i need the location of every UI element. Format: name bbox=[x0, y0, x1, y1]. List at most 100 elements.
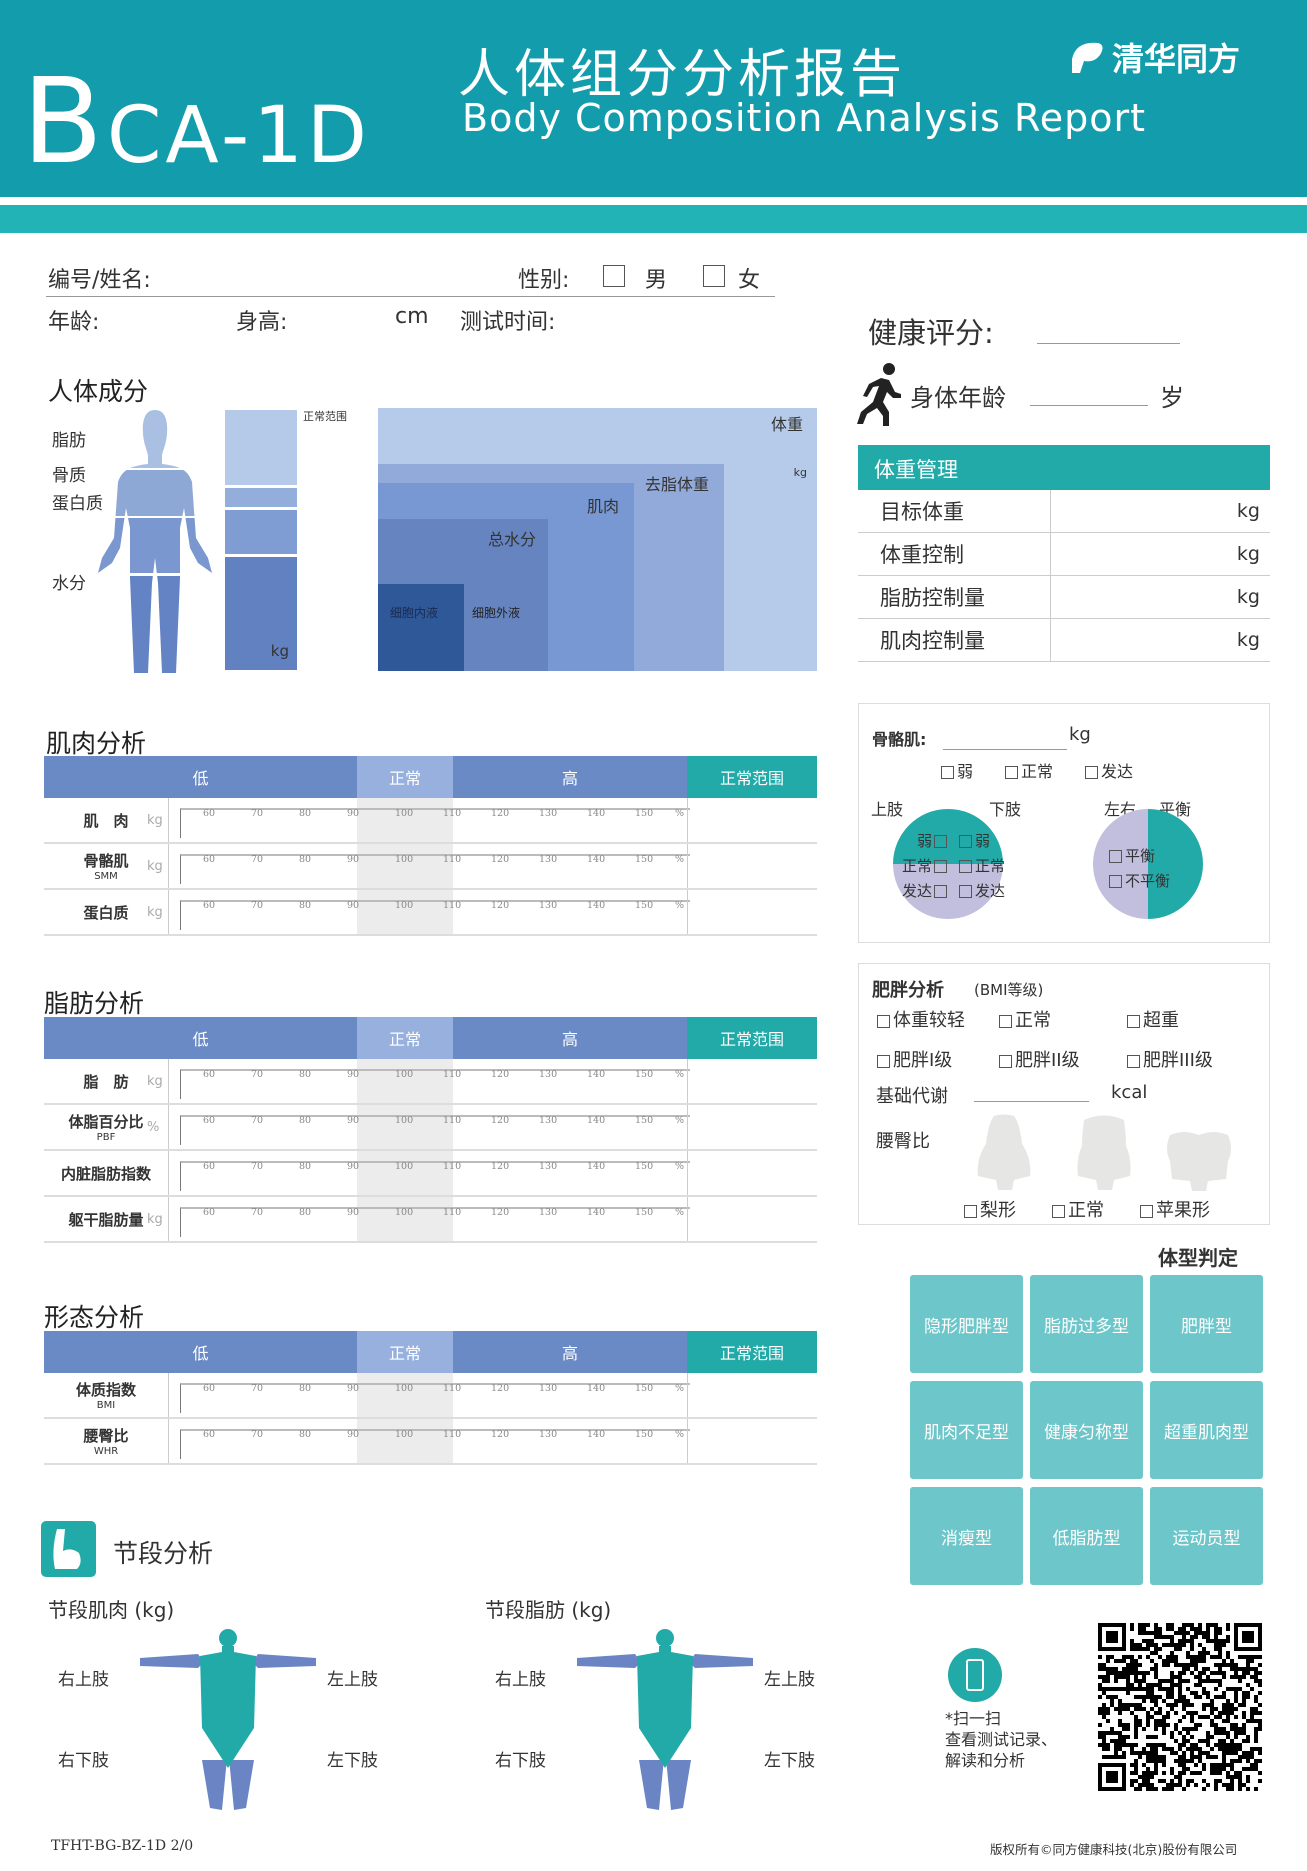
bmr-field[interactable] bbox=[974, 1101, 1089, 1102]
pear-option[interactable]: 梨形 bbox=[964, 1196, 1016, 1222]
scale-header-low: 低 bbox=[44, 1017, 357, 1059]
tick-label: 110 bbox=[443, 1069, 462, 1080]
normal-range-cell bbox=[687, 1197, 688, 1241]
bmi-option[interactable]: 超重 bbox=[1127, 1006, 1257, 1032]
nested-water-label: 总水分 bbox=[487, 530, 536, 549]
tick-label: 130 bbox=[539, 854, 558, 865]
normal-band bbox=[357, 798, 453, 842]
option-normal[interactable]: 正常 bbox=[1005, 758, 1053, 782]
table-row: 肌 肉 kg 60 70 80 90 100 110 120 130 140 150% bbox=[44, 798, 817, 844]
row-label: 体质指数 BMI bbox=[44, 1373, 169, 1417]
upper-weak[interactable]: 弱 bbox=[899, 829, 947, 854]
label-water: 水分 bbox=[52, 574, 86, 594]
brand-name: 清华同方 bbox=[1112, 40, 1241, 78]
option-weak[interactable]: 弱 bbox=[941, 758, 973, 782]
upper-normal[interactable]: 正常 bbox=[899, 854, 947, 879]
tick-label: 130 bbox=[539, 1383, 558, 1394]
weight-row-unit[interactable]: kg bbox=[1236, 586, 1260, 608]
body-type-cell[interactable]: 超重肌肉型 bbox=[1150, 1381, 1263, 1479]
balanced-option[interactable]: 平衡 bbox=[1109, 844, 1170, 869]
normal-band bbox=[357, 890, 453, 934]
body-type-cell[interactable]: 肌肉不足型 bbox=[910, 1381, 1023, 1479]
row-unit: kg bbox=[147, 905, 163, 920]
tick-label: 100 bbox=[395, 808, 414, 819]
segment-label-ll: 左下肢 bbox=[764, 1751, 815, 1771]
body-age-field[interactable] bbox=[1030, 405, 1148, 406]
tick-unit: % bbox=[675, 1069, 685, 1080]
tick-label: 70 bbox=[251, 1207, 264, 1218]
body-type-cell[interactable]: 低脂肪型 bbox=[1030, 1487, 1143, 1585]
body-type-cell[interactable]: 运动员型 bbox=[1150, 1487, 1263, 1585]
tick-label: 90 bbox=[347, 808, 360, 819]
obesity-subtitle: (BMI等级) bbox=[974, 981, 1044, 999]
tick-label: 70 bbox=[251, 900, 264, 911]
segment-label-ru: 右上肢 bbox=[58, 1670, 109, 1690]
body-type-cell[interactable]: 脂肪过多型 bbox=[1030, 1275, 1143, 1373]
arm-muscle-icon bbox=[41, 1521, 96, 1577]
scan-text: *扫一扫 查看测试记录、 解读和分析 bbox=[945, 1708, 1057, 1771]
body-type-cell[interactable]: 肥胖型 bbox=[1150, 1275, 1263, 1373]
bmi-option[interactable]: 肥胖III级 bbox=[1127, 1046, 1257, 1072]
nested-weight-label: 体重 bbox=[770, 415, 803, 434]
lower-strong[interactable]: 发达 bbox=[959, 879, 1005, 904]
tick-unit: % bbox=[675, 1383, 685, 1394]
bmr-unit: kcal bbox=[1111, 1082, 1148, 1103]
lower-normal[interactable]: 正常 bbox=[959, 854, 1005, 879]
apple-option[interactable]: 苹果形 bbox=[1140, 1196, 1210, 1222]
body-type-cell[interactable]: 消瘦型 bbox=[910, 1487, 1023, 1585]
tick-label: 130 bbox=[539, 1207, 558, 1218]
scale-header-normal: 正常 bbox=[357, 756, 453, 798]
height-label: 身高: bbox=[236, 310, 288, 335]
bmi-option[interactable]: 正常 bbox=[999, 1006, 1127, 1032]
female-checkbox[interactable] bbox=[703, 265, 725, 287]
tick-label: 140 bbox=[587, 1383, 606, 1394]
tick-label: 110 bbox=[443, 854, 462, 865]
tick-label: 150 bbox=[635, 808, 654, 819]
runner-icon bbox=[857, 363, 901, 426]
bmi-option-label: 体重较轻 bbox=[893, 1010, 965, 1031]
row-label-text: 骨骼肌 bbox=[83, 852, 129, 870]
weight-row-unit[interactable]: kg bbox=[1236, 500, 1260, 522]
nested-lean-mass: 去脂体重 肌肉 总水分 细胞外液 细胞内液 bbox=[378, 464, 724, 671]
tick-label: 140 bbox=[587, 1069, 606, 1080]
normal-range-cell bbox=[687, 1419, 688, 1463]
scan-line-1: *扫一扫 bbox=[945, 1709, 1002, 1728]
normal-shape-option[interactable]: 正常 bbox=[1052, 1196, 1104, 1222]
tick-unit: % bbox=[675, 1429, 685, 1440]
skeletal-field[interactable] bbox=[943, 749, 1067, 750]
tick-label: 110 bbox=[443, 1383, 462, 1394]
scale-axis: 60 70 80 90 100 110 120 130 140 150% bbox=[180, 1069, 690, 1099]
nested-weight-unit: kg bbox=[793, 466, 807, 479]
upper-limb-options: 弱 正常 发达 bbox=[899, 829, 947, 904]
male-checkbox[interactable] bbox=[603, 265, 625, 287]
row-label-sub: SMM bbox=[94, 871, 118, 882]
option-strong[interactable]: 发达 bbox=[1085, 758, 1133, 782]
scale-axis: 60 70 80 90 100 110 120 130 140 150% bbox=[180, 1383, 690, 1413]
weight-row: 目标体重 kg bbox=[858, 490, 1270, 533]
body-type-cell[interactable]: 隐形肥胖型 bbox=[910, 1275, 1023, 1373]
upper-strong[interactable]: 发达 bbox=[899, 879, 947, 904]
qr-code[interactable] bbox=[1098, 1623, 1262, 1791]
bmi-option[interactable]: 肥胖II级 bbox=[999, 1046, 1127, 1072]
weight-management-title: 体重管理 bbox=[858, 445, 1270, 490]
tick-unit: % bbox=[675, 900, 685, 911]
lower-weak[interactable]: 弱 bbox=[959, 829, 1005, 854]
tick-label: 90 bbox=[347, 1383, 360, 1394]
segment-label-ll: 左下肢 bbox=[327, 1751, 378, 1771]
obesity-title: 肥胖分析 bbox=[872, 980, 944, 1001]
balance-pie-right bbox=[1148, 809, 1203, 919]
header-banner bbox=[0, 0, 1307, 197]
row-label-text: 脂 肪 bbox=[83, 1072, 129, 1091]
weight-row-unit[interactable]: kg bbox=[1236, 543, 1260, 565]
bmi-option[interactable]: 体重较轻 bbox=[877, 1006, 999, 1032]
unbalanced-option[interactable]: 不平衡 bbox=[1109, 869, 1170, 894]
body-type-cell[interactable]: 健康匀称型 bbox=[1030, 1381, 1143, 1479]
tick-label: 70 bbox=[251, 808, 264, 819]
weight-row-unit[interactable]: kg bbox=[1236, 629, 1260, 651]
weight-row-name: 肌肉控制量 bbox=[858, 619, 1051, 661]
row-unit: % bbox=[147, 1120, 160, 1135]
health-score-field[interactable] bbox=[1037, 343, 1180, 344]
row-label-text: 体脂百分比 bbox=[68, 1113, 144, 1131]
scale-header-high: 高 bbox=[453, 1017, 687, 1059]
bmi-option[interactable]: 肥胖I级 bbox=[877, 1046, 999, 1072]
